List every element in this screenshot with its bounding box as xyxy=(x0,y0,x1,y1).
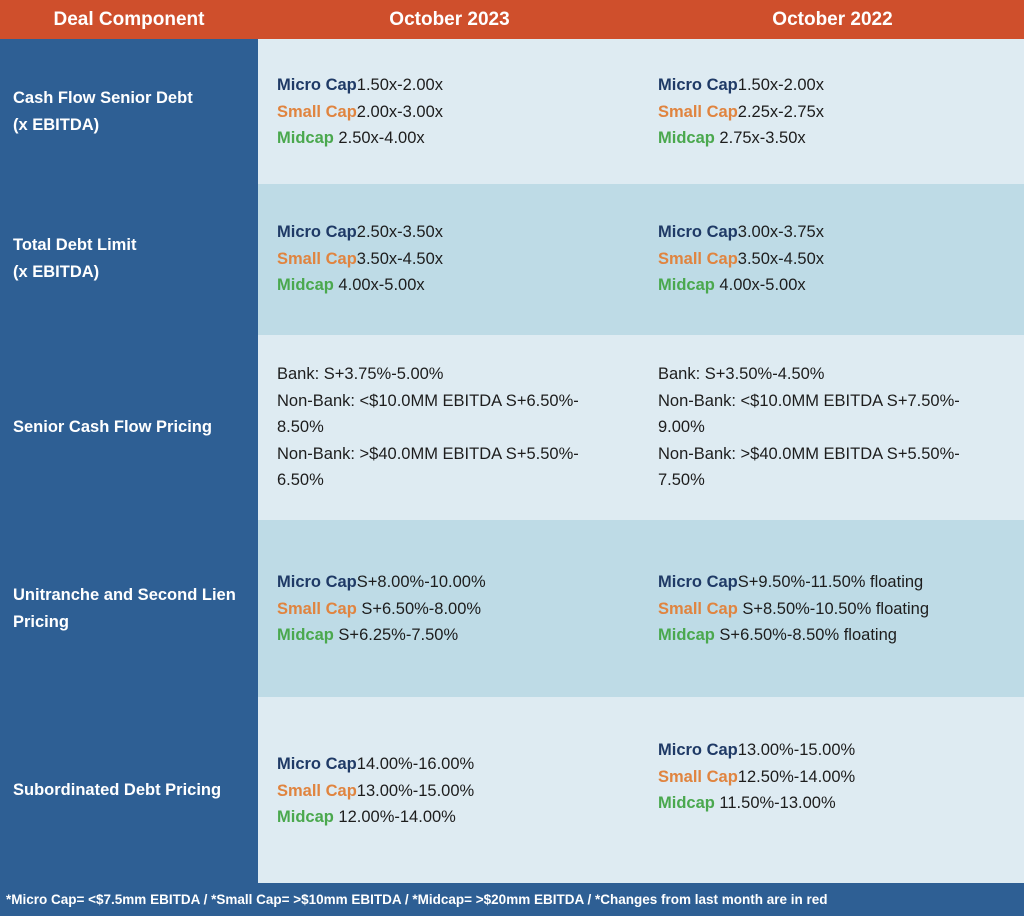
row-background-2 xyxy=(258,184,1024,335)
tier-value: 14.00%-16.00% xyxy=(356,755,475,773)
tier-micro-cap: Micro Cap xyxy=(658,76,738,94)
tier-value: S+6.50%-8.00% xyxy=(356,599,482,618)
header-october-2022: October 2022 xyxy=(772,9,893,30)
tier-value: S+9.50%-11.50% floating xyxy=(737,573,924,591)
pricing-line: 7.50% xyxy=(658,471,705,489)
tier-micro-cap: Micro Cap xyxy=(277,76,357,94)
tier-value: 1.50x-2.00x xyxy=(356,76,443,94)
tier-value: 1.50x-2.00x xyxy=(737,76,824,94)
tier-value: 4.00x-5.00x xyxy=(333,276,425,294)
pricing-line: 8.50% xyxy=(277,418,324,436)
tier-value: S+8.50%-10.50% floating xyxy=(737,599,930,618)
tier-value: 11.50%-13.00% xyxy=(714,794,836,812)
tier-value: S+6.50%-8.50% floating xyxy=(714,626,897,644)
cell-senior-cash-flow-pricing-2023: Bank: S+3.75%-5.00% Non-Bank: <$10.0MM E… xyxy=(277,361,637,494)
tier-midcap: Midcap xyxy=(658,276,715,294)
cell-senior-cash-flow-pricing-2022: Bank: S+3.50%-4.50% Non-Bank: <$10.0MM E… xyxy=(658,361,1018,494)
pricing-line: 6.50% xyxy=(277,471,324,489)
tier-midcap: Midcap xyxy=(277,276,334,294)
tier-micro-cap: Micro Cap xyxy=(658,741,738,759)
tier-micro-cap: Micro Cap xyxy=(658,573,738,591)
row-label-line: Pricing xyxy=(13,613,69,631)
tier-value: 3.00x-3.75x xyxy=(737,223,824,241)
footnote: *Micro Cap= <$7.5mm EBITDA / *Small Cap=… xyxy=(0,883,1024,916)
pricing-line: Non-Bank: <$10.0MM EBITDA S+7.50%- xyxy=(658,391,960,410)
row-label-line: (x EBITDA) xyxy=(13,263,100,281)
row-label-line: (x EBITDA) xyxy=(13,116,100,134)
pricing-line: Non-Bank: <$10.0MM EBITDA S+6.50%- xyxy=(277,391,579,410)
tier-midcap: Midcap xyxy=(277,626,334,644)
tier-small-cap: Small Cap xyxy=(277,249,357,268)
cell-unitranche-pricing-2023: Micro CapS+8.00%-10.00% Small Cap S+6.50… xyxy=(277,569,637,649)
tier-value: 13.00%-15.00% xyxy=(356,781,475,800)
row-background-5 xyxy=(258,697,1024,883)
pricing-line: Non-Bank: >$40.0MM EBITDA S+5.50%- xyxy=(658,444,960,463)
tier-small-cap: Small Cap xyxy=(658,249,738,268)
cell-total-debt-limit-2023: Micro Cap2.50x-3.50x Small Cap3.50x-4.50… xyxy=(277,219,637,299)
row-label-unitranche-second-lien-pricing: Unitranche and Second Lien Pricing xyxy=(13,582,258,636)
tier-value: 4.00x-5.00x xyxy=(714,276,806,294)
tier-midcap: Midcap xyxy=(658,626,715,644)
tier-value: 2.50x-4.00x xyxy=(333,129,425,147)
tier-value: 2.00x-3.00x xyxy=(356,102,444,121)
tier-value: S+8.00%-10.00% xyxy=(356,573,486,591)
tier-value: 2.50x-3.50x xyxy=(356,223,443,241)
cell-unitranche-pricing-2022: Micro CapS+9.50%-11.50% floating Small C… xyxy=(658,569,1018,649)
tier-value: S+6.25%-7.50% xyxy=(333,626,459,644)
cell-cash-flow-senior-debt-2023: Micro Cap1.50x-2.00x Small Cap2.00x-3.00… xyxy=(277,72,637,152)
row-label-subordinated-debt-pricing: Subordinated Debt Pricing xyxy=(13,777,258,804)
pricing-line: 9.00% xyxy=(658,418,705,436)
row-label-line: Total Debt Limit xyxy=(13,236,137,254)
row-background-1 xyxy=(258,39,1024,184)
tier-small-cap: Small Cap xyxy=(658,599,738,618)
tier-small-cap: Small Cap xyxy=(277,781,357,800)
row-label-senior-cash-flow-pricing: Senior Cash Flow Pricing xyxy=(13,414,258,441)
tier-value: 3.50x-4.50x xyxy=(737,249,825,268)
cell-total-debt-limit-2022: Micro Cap3.00x-3.75x Small Cap3.50x-4.50… xyxy=(658,219,1018,299)
header-october-2023: October 2023 xyxy=(389,9,510,30)
row-label-line: Unitranche and Second Lien xyxy=(13,586,236,604)
row-label-total-debt-limit: Total Debt Limit (x EBITDA) xyxy=(13,232,258,286)
tier-value: 2.75x-3.50x xyxy=(714,129,806,147)
tier-midcap: Midcap xyxy=(277,808,334,826)
label-column xyxy=(0,39,258,883)
header-deal-component: Deal Component xyxy=(53,9,205,30)
tier-midcap: Midcap xyxy=(277,129,334,147)
cell-cash-flow-senior-debt-2022: Micro Cap1.50x-2.00x Small Cap2.25x-2.75… xyxy=(658,72,1018,152)
row-background-4 xyxy=(258,520,1024,697)
table-header: Deal Component October 2023 October 2022 xyxy=(0,0,1024,39)
cell-subordinated-debt-pricing-2023: Micro Cap14.00%-16.00% Small Cap13.00%-1… xyxy=(277,751,637,831)
tier-value: 12.00%-14.00% xyxy=(333,808,456,826)
tier-micro-cap: Micro Cap xyxy=(277,755,357,773)
tier-small-cap: Small Cap xyxy=(277,599,357,618)
row-label-cash-flow-senior-debt: Cash Flow Senior Debt (x EBITDA) xyxy=(13,85,258,139)
tier-micro-cap: Micro Cap xyxy=(658,223,738,241)
tier-midcap: Midcap xyxy=(658,794,715,812)
tier-micro-cap: Micro Cap xyxy=(277,573,357,591)
row-label-line: Senior Cash Flow Pricing xyxy=(13,418,212,436)
pricing-line: Bank: S+3.75%-5.00% xyxy=(277,365,444,383)
row-background-3 xyxy=(258,335,1024,520)
row-label-line: Subordinated Debt Pricing xyxy=(13,781,222,799)
cell-subordinated-debt-pricing-2022: Micro Cap13.00%-15.00% Small Cap12.50%-1… xyxy=(658,737,1018,817)
tier-value: 2.25x-2.75x xyxy=(737,102,825,121)
tier-value: 3.50x-4.50x xyxy=(356,249,444,268)
pricing-line: Non-Bank: >$40.0MM EBITDA S+5.50%- xyxy=(277,444,579,463)
tier-small-cap: Small Cap xyxy=(658,767,738,786)
tier-midcap: Midcap xyxy=(658,129,715,147)
tier-small-cap: Small Cap xyxy=(277,102,357,121)
row-label-line: Cash Flow Senior Debt xyxy=(13,89,193,107)
pricing-line: Bank: S+3.50%-4.50% xyxy=(658,365,825,383)
tier-micro-cap: Micro Cap xyxy=(277,223,357,241)
tier-value: 13.00%-15.00% xyxy=(737,741,856,759)
tier-small-cap: Small Cap xyxy=(658,102,738,121)
tier-value: 12.50%-14.00% xyxy=(737,767,856,786)
